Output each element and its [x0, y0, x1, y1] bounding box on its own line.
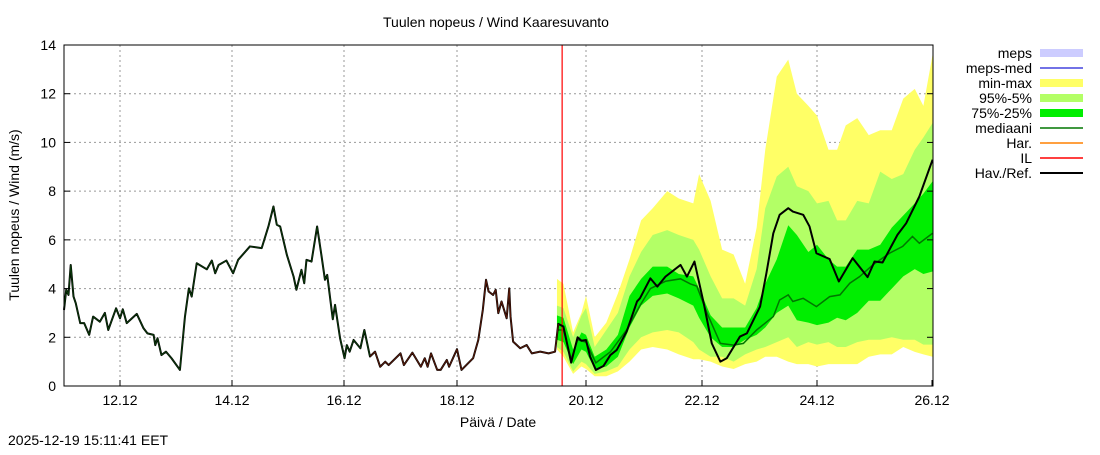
x-tick-label: 26.12: [914, 392, 949, 408]
har-overlay-line: [369, 279, 559, 371]
y-tick-label: 6: [48, 232, 56, 248]
x-tick-label: 24.12: [799, 392, 834, 408]
y-tick-label: 12: [40, 86, 56, 102]
x-tick-label: 16.12: [326, 392, 361, 408]
x-tick-label: 20.12: [568, 392, 603, 408]
plot-frame: [63, 44, 934, 387]
legend-label: IL: [1020, 150, 1032, 166]
timestamp: 2025-12-19 15:11:41 EET: [8, 432, 169, 448]
y-tick-label: 0: [48, 378, 56, 394]
y-tick-label: 14: [40, 37, 56, 53]
legend-swatch: [1040, 94, 1083, 102]
legend-swatch: [1040, 49, 1083, 57]
x-axis-label: Päivä / Date: [460, 414, 536, 430]
series-lines: [63, 45, 934, 386]
y-tick-label: 2: [48, 329, 56, 345]
observed-overlay-line: [63, 205, 371, 371]
legend-label: meps: [998, 45, 1032, 61]
legend-label: Har.: [1006, 135, 1032, 151]
y-tick-label: 10: [40, 134, 56, 150]
legend-swatch: [1040, 109, 1083, 117]
axis-ticks: 0 2 4 6 8 10 12 14 12.12 14.12 16.12 18.12 20.12 22.1…: [40, 37, 949, 408]
legend: mepsmeps-medmin-max95%-5%75%-25%mediaani…: [966, 45, 1083, 181]
chart-title: Tuulen nopeus / Wind Kaaresuvanto: [383, 14, 609, 30]
legend-label: 75%-25%: [971, 105, 1032, 121]
legend-label: 95%-5%: [979, 90, 1032, 106]
x-tick-label: 12.12: [102, 392, 137, 408]
legend-label: mediaani: [975, 120, 1032, 136]
y-tick-label: 8: [48, 183, 56, 199]
y-tick-label: 4: [48, 281, 56, 297]
forecast-bands: [556, 54, 933, 377]
x-tick-label: 18.12: [439, 392, 474, 408]
legend-label: meps-med: [966, 60, 1032, 76]
y-axis-label: Tuulen nopeus / Wind (m/s): [6, 129, 22, 300]
p75-p25-band: [556, 181, 933, 369]
legend-label: Hav./Ref.: [975, 165, 1032, 181]
x-tick-label: 22.12: [684, 392, 719, 408]
legend-label: min-max: [978, 75, 1032, 91]
legend-swatch: [1040, 79, 1083, 87]
x-tick-label: 14.12: [214, 392, 249, 408]
